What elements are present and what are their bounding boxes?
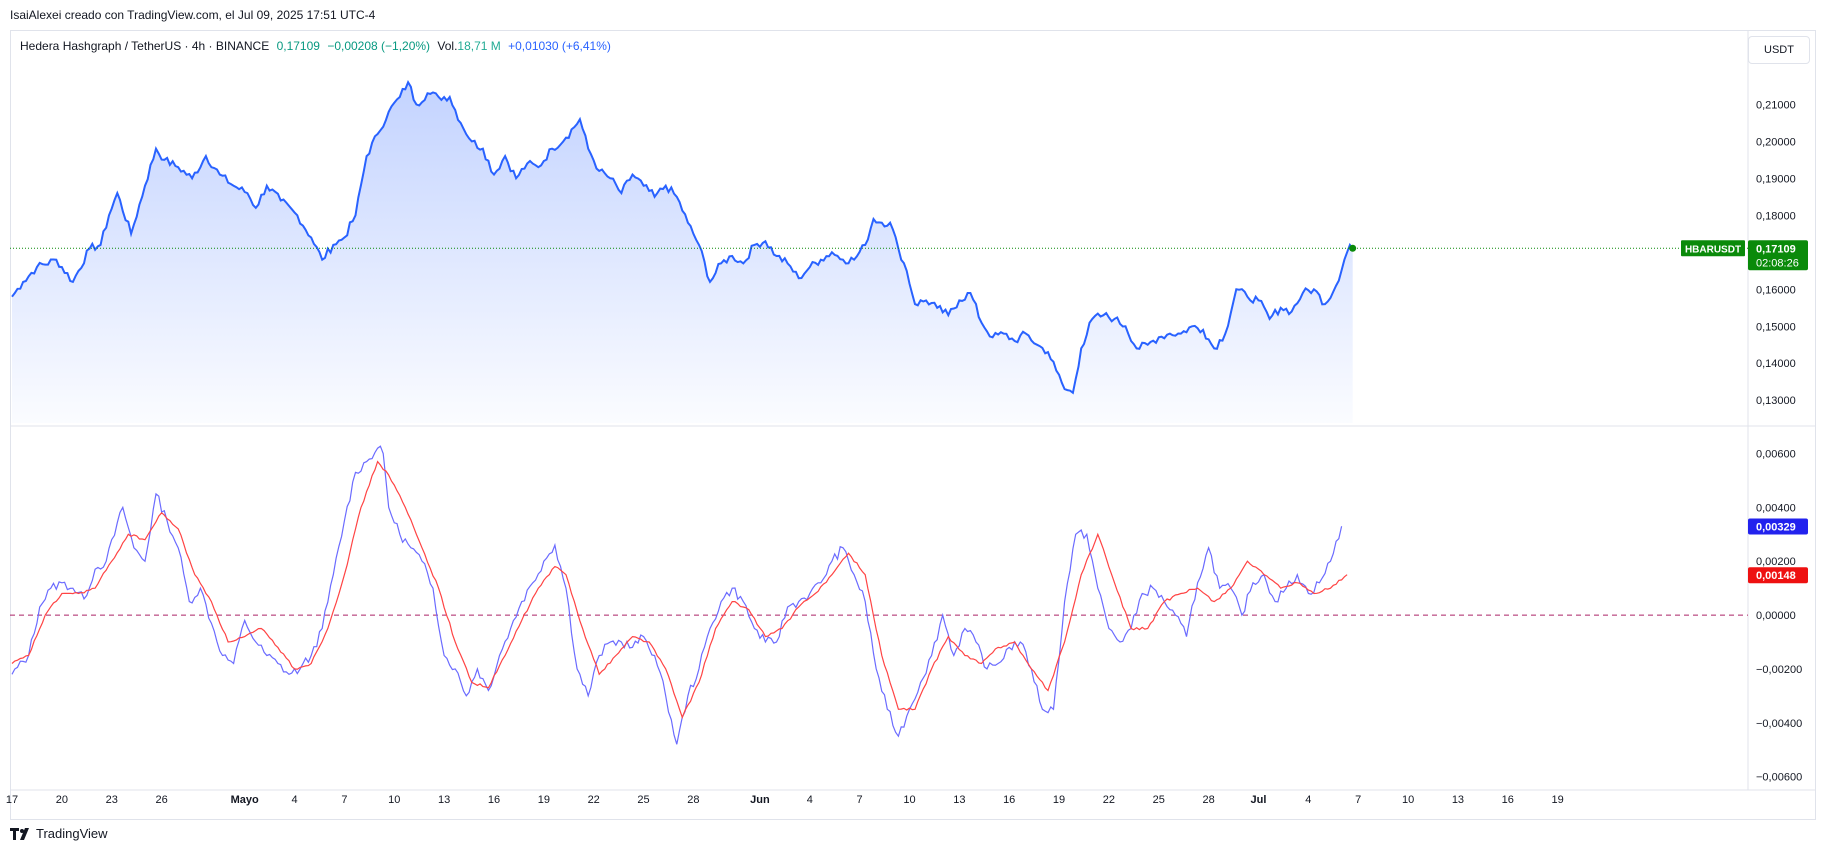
time-axis-label: 7 bbox=[341, 794, 347, 806]
time-axis-label: 19 bbox=[1053, 794, 1065, 806]
tradingview-logo[interactable]: TradingView bbox=[10, 826, 108, 841]
time-axis-label: 13 bbox=[953, 794, 965, 806]
time-axis-label: 7 bbox=[857, 794, 863, 806]
oscillator-blue-tag-bg bbox=[1748, 518, 1808, 535]
brand-name: TradingView bbox=[36, 826, 108, 841]
oscillator-blue-line[interactable] bbox=[11, 445, 1343, 745]
oscillator-pane[interactable] bbox=[10, 445, 1748, 745]
time-axis-label: 28 bbox=[687, 794, 699, 806]
symbol-title[interactable]: Hedera Hashgraph / TetherUS · 4h · BINAN… bbox=[20, 39, 270, 53]
price-axis-tick: 0,21000 bbox=[1756, 99, 1796, 111]
oscillator-blue-tag: 0,00329 bbox=[1756, 522, 1796, 534]
volume-change: +0,01030 (+6,41%) bbox=[508, 39, 611, 53]
time-axis-label: 4 bbox=[291, 794, 297, 806]
price-axis-tick: 0,18000 bbox=[1756, 210, 1796, 222]
oscillator-red-line[interactable] bbox=[11, 460, 1348, 720]
price-tag-value: 0,17109 bbox=[1756, 243, 1796, 255]
chart-frame bbox=[10, 30, 1816, 820]
time-axis-label: 16 bbox=[1003, 794, 1015, 806]
time-axis-label: 28 bbox=[1203, 794, 1215, 806]
oscillator-axis-tick: 0,00600 bbox=[1756, 449, 1796, 461]
tradingview-icon bbox=[10, 827, 29, 840]
oscillator-red-tag: 0,00148 bbox=[1756, 570, 1796, 582]
oscillator-axis-tick: 0,00200 bbox=[1756, 556, 1796, 568]
time-axis-label: 17 bbox=[6, 794, 18, 806]
price-axis-tick: 0,15000 bbox=[1756, 321, 1796, 333]
oscillator-axis-tick: −0,00400 bbox=[1756, 718, 1802, 730]
time-axis-label: 10 bbox=[388, 794, 400, 806]
price-pane[interactable] bbox=[10, 79, 1748, 423]
price-axis[interactable]: 0,130000,140000,150000,160000,170000,180… bbox=[1756, 99, 1802, 783]
time-axis-label: 20 bbox=[56, 794, 68, 806]
price-tag-bg bbox=[1748, 240, 1808, 271]
ticker-tag: HBARUSDT bbox=[1685, 244, 1741, 255]
oscillator-red-tag-bg bbox=[1748, 567, 1808, 584]
time-axis-label: 16 bbox=[488, 794, 500, 806]
price-axis-tick: 0,20000 bbox=[1756, 136, 1796, 148]
price-tag-countdown: 02:08:26 bbox=[1756, 257, 1799, 269]
price-area-fill bbox=[12, 82, 1353, 423]
last-price-dot bbox=[1349, 244, 1357, 252]
time-axis[interactable]: 17 20 23 26 Mayo 4 7 10 13 16 19 22 25 28 Jun 4 7 10 13 16 1… bbox=[6, 794, 1564, 806]
time-axis-label: 4 bbox=[807, 794, 813, 806]
time-axis-label: 13 bbox=[438, 794, 450, 806]
time-axis-label: 10 bbox=[1402, 794, 1414, 806]
oscillator-axis-tick: 0,00400 bbox=[1756, 502, 1796, 514]
time-axis-label: 22 bbox=[1103, 794, 1115, 806]
time-axis-label: 25 bbox=[637, 794, 649, 806]
time-axis-label: 19 bbox=[1552, 794, 1564, 806]
ticker-tag-bg bbox=[1681, 240, 1745, 257]
time-axis-label: Jun bbox=[750, 794, 770, 806]
chart-credit: IsaiAlexei creado con TradingView.com, e… bbox=[10, 8, 376, 22]
time-axis-label: 10 bbox=[903, 794, 915, 806]
time-axis-label: Jul bbox=[1251, 794, 1267, 806]
time-axis-label: 26 bbox=[155, 794, 167, 806]
time-axis-label: 13 bbox=[1452, 794, 1464, 806]
price-change: −0,00208 (−1,20%) bbox=[327, 39, 431, 53]
time-axis-label: 7 bbox=[1355, 794, 1361, 806]
time-axis-label: Mayo bbox=[231, 794, 259, 806]
oscillator-axis-tick: −0,00200 bbox=[1756, 664, 1802, 676]
time-axis-label: 19 bbox=[538, 794, 550, 806]
time-axis-label: 23 bbox=[106, 794, 118, 806]
price-axis-tick: 0,16000 bbox=[1756, 284, 1796, 296]
price-tags: HBARUSDT 0,17109 02:08:26 0,00329 0,00148 bbox=[1681, 240, 1808, 584]
last-price: 0,17109 bbox=[276, 39, 320, 53]
time-axis-label: 4 bbox=[1305, 794, 1311, 806]
price-line[interactable] bbox=[11, 79, 1354, 395]
time-axis-label: 25 bbox=[1153, 794, 1165, 806]
price-axis-tick: 0,19000 bbox=[1756, 173, 1796, 185]
price-axis-tick: 0,13000 bbox=[1756, 395, 1796, 407]
time-axis-label: 22 bbox=[588, 794, 600, 806]
symbol-legend: Hedera Hashgraph / TetherUS · 4h · BINAN… bbox=[20, 39, 615, 53]
time-axis-label: 16 bbox=[1502, 794, 1514, 806]
oscillator-axis-tick: 0,00000 bbox=[1756, 610, 1796, 622]
price-axis-tick: 0,14000 bbox=[1756, 358, 1796, 370]
volume-label: Vol. bbox=[437, 39, 458, 53]
currency-button[interactable]: USDT bbox=[1748, 36, 1810, 64]
oscillator-axis-tick: −0,00600 bbox=[1756, 772, 1802, 784]
volume-value: 18,71 M bbox=[457, 39, 501, 53]
